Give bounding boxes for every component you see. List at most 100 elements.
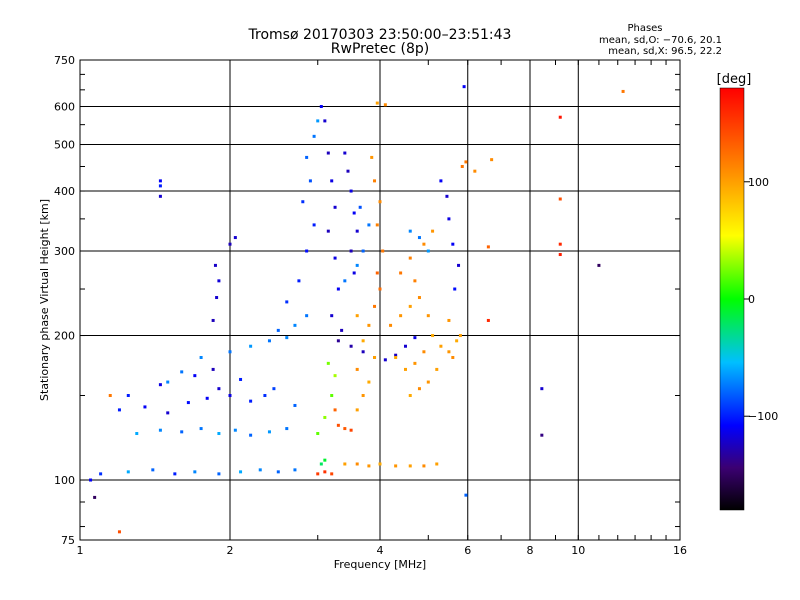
data-point	[394, 464, 398, 468]
data-point	[447, 217, 451, 221]
data-point	[558, 242, 562, 246]
data-point	[117, 530, 121, 534]
x-tick-label: 2	[227, 544, 234, 557]
data-point	[408, 304, 412, 308]
data-point	[355, 314, 359, 318]
data-point	[460, 164, 464, 168]
data-point	[89, 478, 93, 482]
data-point	[431, 229, 435, 233]
data-point	[263, 394, 267, 398]
data-point	[458, 334, 462, 338]
data-point	[93, 495, 97, 499]
data-point	[319, 462, 323, 466]
data-point	[199, 427, 203, 431]
x-tick-label: 4	[377, 544, 384, 557]
data-point	[447, 318, 451, 322]
data-point	[217, 432, 221, 436]
data-point	[540, 433, 544, 437]
data-point	[439, 344, 443, 348]
data-point	[355, 229, 359, 233]
data-point	[199, 355, 203, 359]
data-point	[417, 387, 421, 391]
data-point	[457, 263, 461, 267]
data-point	[267, 339, 271, 343]
data-point	[151, 468, 155, 472]
data-point	[597, 263, 601, 267]
data-point	[455, 339, 459, 343]
data-point	[99, 472, 103, 476]
data-point	[343, 151, 347, 155]
data-point	[399, 314, 403, 318]
data-point	[228, 350, 232, 354]
data-point	[330, 179, 334, 183]
data-point	[211, 318, 215, 322]
y-tick-label: 200	[54, 330, 75, 343]
data-point	[323, 119, 327, 123]
data-point	[305, 314, 309, 318]
data-point	[308, 179, 312, 183]
data-point	[126, 394, 130, 398]
data-point	[323, 470, 327, 474]
data-point	[370, 155, 374, 159]
data-point	[435, 367, 439, 371]
data-point	[158, 184, 162, 188]
data-point	[355, 462, 359, 466]
data-point	[540, 387, 544, 391]
data-point	[439, 179, 443, 183]
data-point	[422, 464, 426, 468]
data-point	[373, 355, 377, 359]
data-point	[399, 271, 403, 275]
data-point	[186, 401, 190, 405]
data-point	[233, 428, 237, 432]
data-point	[205, 396, 209, 400]
stats-line-o: mean, sd,O: −70.6, 20.1	[599, 35, 722, 46]
colorbar-label: [deg]	[717, 72, 752, 87]
data-point	[343, 462, 347, 466]
x-tick-label: 6	[464, 544, 471, 557]
data-point	[228, 394, 232, 398]
data-point	[330, 394, 334, 398]
plot-area: 1 2 4 6 8 10 16 75 100 200 300 400 500 600 750	[54, 54, 687, 557]
data-point	[267, 430, 271, 434]
data-point	[373, 179, 377, 183]
data-point	[301, 200, 305, 204]
data-point	[166, 380, 170, 384]
data-point	[352, 211, 356, 215]
data-point	[135, 432, 139, 436]
chart-title: Tromsø 20170303 23:50:00–23:51:43	[248, 27, 512, 43]
colorbar-gradient	[719, 87, 745, 511]
data-point	[355, 367, 359, 371]
data-point	[276, 470, 280, 474]
data-point	[323, 415, 327, 419]
data-point	[326, 361, 330, 365]
data-point	[349, 344, 353, 348]
y-axis-label: Stationary phase Virtual Height [km]	[38, 199, 51, 401]
data-point	[451, 355, 455, 359]
y-tick-label: 750	[54, 54, 75, 67]
data-point	[426, 380, 430, 384]
data-point	[333, 408, 337, 412]
data-point	[293, 323, 297, 327]
data-point	[340, 328, 344, 332]
data-point	[330, 472, 334, 476]
data-point	[285, 300, 289, 304]
chart-subtitle: RwPretec (8p)	[331, 41, 429, 57]
data-point	[213, 263, 217, 267]
data-point	[343, 427, 347, 431]
data-point	[373, 304, 377, 308]
data-point	[349, 249, 353, 253]
data-point	[389, 323, 393, 327]
data-point	[349, 428, 353, 432]
data-point	[621, 89, 625, 93]
data-point	[426, 314, 430, 318]
data-point	[464, 160, 468, 164]
data-point	[361, 249, 365, 253]
data-point	[297, 279, 301, 283]
data-point	[293, 403, 297, 407]
data-point	[333, 374, 337, 378]
data-point	[158, 179, 162, 183]
data-point	[333, 256, 337, 260]
y-tick-label: 300	[54, 245, 75, 258]
data-point	[486, 245, 490, 249]
